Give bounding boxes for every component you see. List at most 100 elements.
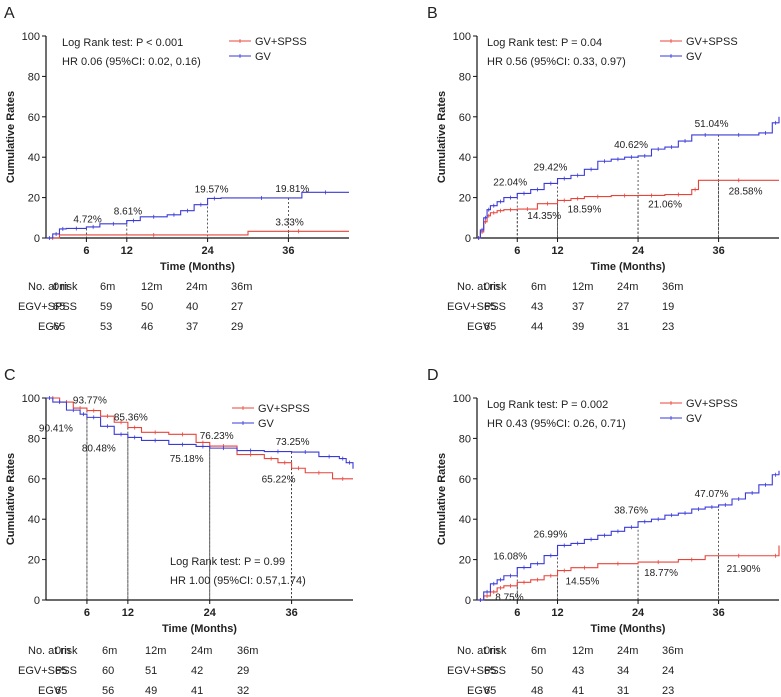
y-tick-label: 100	[22, 31, 40, 43]
y-tick-label: 60	[459, 112, 471, 124]
y-tick-label: 0	[465, 595, 471, 607]
annotation-label: 28.58%	[729, 186, 763, 197]
risk-header-cell: 36m	[231, 281, 253, 293]
annotation-label: 65.22%	[262, 474, 296, 485]
x-tick-label: 36	[282, 245, 294, 257]
hazard-ratio-stat: HR 0.06 (95%CI: 0.02, 0.16)	[62, 56, 201, 68]
risk-cell: 65	[53, 301, 66, 313]
y-tick-label: 60	[28, 474, 40, 486]
annotation-label: 3.33%	[275, 217, 303, 228]
risk-cell: 65	[55, 665, 68, 677]
annotation-label: 4.72%	[73, 214, 101, 225]
hazard-ratio-stat: HR 1.00 (95%CI: 0.57,1.74)	[170, 575, 306, 587]
annotation-label: 8.61%	[114, 207, 142, 218]
y-tick-label: 0	[34, 595, 40, 607]
legend-label: GV	[686, 413, 703, 425]
risk-header-cell: 6m	[102, 645, 118, 657]
risk-header-cell: 24m	[617, 645, 639, 657]
risk-cell: EGV+SPSS	[18, 665, 78, 677]
panel-d: D 0 20 40 60 80 100 6 12 24 36 Time (Months) Cumulat…	[427, 367, 780, 635]
risk-cell: 50	[141, 301, 154, 313]
risk-cell: 65	[484, 301, 497, 313]
y-tick-label: 80	[28, 433, 40, 445]
annotation-label: 22.04%	[493, 177, 527, 188]
y-tick-label: 0	[34, 233, 40, 245]
risk-cell: 53	[100, 321, 113, 333]
legend-label: GV	[255, 51, 272, 63]
risk-header-cell: 0m	[53, 281, 69, 293]
y-tick-label: 40	[459, 152, 471, 164]
log-rank-stat: Log Rank test: P < 0.001	[62, 37, 183, 49]
risk-cell: 37	[186, 321, 199, 333]
risk-cell: 29	[237, 665, 250, 677]
risk-cell: 46	[141, 321, 154, 333]
x-tick-label: 6	[514, 607, 520, 619]
annotation-label: 18.77%	[644, 568, 678, 579]
annotation-label: 76.23%	[200, 431, 234, 442]
y-tick-label: 40	[459, 514, 471, 526]
x-tick-label: 36	[712, 607, 724, 619]
risk-header-cell: 12m	[572, 281, 594, 293]
x-axis-label: Time (Months)	[162, 623, 237, 635]
x-tick-label: 24	[204, 607, 217, 619]
km-curve-blue	[46, 397, 354, 469]
panel-b: B 0 20 40 60 80 100 6 12 24 36 Time (Months) Cumulat…	[427, 5, 780, 273]
risk-cell: 44	[531, 321, 544, 333]
y-tick-label: 100	[453, 31, 471, 43]
risk-header-cell: 24m	[617, 281, 639, 293]
y-tick-label: 60	[28, 112, 40, 124]
y-tick-label: 100	[22, 393, 40, 405]
x-tick-label: 12	[551, 607, 563, 619]
risk-header-cell: 0m	[484, 645, 500, 657]
risk-header-cell: 24m	[191, 645, 213, 657]
km-curve-blue	[477, 116, 780, 239]
annotation-label: 19.57%	[195, 184, 229, 195]
risk-cell: 19	[662, 301, 675, 313]
y-tick-label: 80	[28, 71, 40, 83]
risk-cell: 43	[572, 665, 585, 677]
risk-header-cell: 6m	[531, 281, 547, 293]
legend-label: GV	[686, 51, 703, 63]
risk-header-cell: No. at risk	[457, 645, 507, 657]
risk-header-cell: 36m	[237, 645, 259, 657]
y-axis-label: Cumulative Rates	[436, 91, 448, 183]
legend: GV+SPSS GV	[660, 36, 738, 63]
y-tick-label: 20	[459, 555, 471, 567]
y-axis-label: Cumulative Rates	[436, 453, 448, 545]
annotation-label: 16.08%	[493, 552, 527, 563]
legend: GV+SPSS GV	[232, 403, 310, 430]
risk-header-cell: No. at risk	[457, 281, 507, 293]
legend-label: GV+SPSS	[255, 36, 307, 48]
risk-cell: 60	[102, 665, 115, 677]
panel-c: C 0 20 40 60 80 100 6 12 24 36 Time (Months) Cumulat…	[4, 367, 354, 635]
y-axis-label: Cumulative Rates	[5, 91, 17, 183]
km-curve-blue	[477, 470, 780, 601]
y-tick-label: 60	[459, 474, 471, 486]
legend-label: GV+SPSS	[258, 403, 310, 415]
annotation-label: 14.55%	[566, 577, 600, 588]
hazard-ratio-stat: HR 0.56 (95%CI: 0.33, 0.97)	[487, 56, 626, 68]
legend: GV+SPSS GV	[229, 36, 307, 63]
risk-cell: 51	[145, 665, 158, 677]
risk-cell: EGV+SPSS	[447, 665, 507, 677]
risk-cell: 59	[100, 301, 113, 313]
panel-letter: B	[427, 5, 438, 22]
log-rank-stat: Log Rank test: P = 0.002	[487, 399, 608, 411]
y-tick-label: 20	[28, 193, 40, 205]
risk-cell: 31	[617, 321, 630, 333]
annotation-label: 75.18%	[170, 454, 204, 465]
y-tick-label: 20	[28, 555, 40, 567]
risk-cell: EGV	[467, 321, 491, 333]
panel-letter: D	[427, 367, 439, 384]
y-tick-label: 40	[28, 514, 40, 526]
risk-cell: 34	[617, 665, 630, 677]
risk-cell: 27	[231, 301, 244, 313]
annotation-label: 19.81%	[275, 184, 309, 195]
annotation-label: 21.90%	[727, 564, 761, 575]
annotation-label: 26.99%	[534, 529, 568, 540]
annotation-label: 40.62%	[614, 140, 648, 151]
risk-cell: 37	[572, 301, 585, 313]
annotation-label: 29.42%	[534, 163, 568, 174]
annotation-label: 51.04%	[695, 119, 729, 130]
risk-header-cell: 0m	[484, 281, 500, 293]
